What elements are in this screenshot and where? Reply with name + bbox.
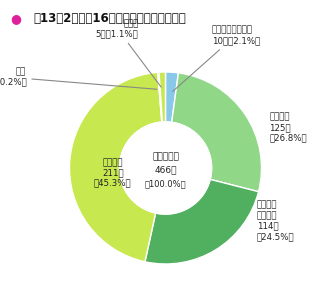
Wedge shape <box>172 73 261 192</box>
Text: 466人: 466人 <box>154 165 177 175</box>
Text: 学校
1人（0.2%）: 学校 1人（0.2%） <box>0 67 157 89</box>
Text: （100.0%）: （100.0%） <box>145 179 186 188</box>
Text: 派遣者総数: 派遣者総数 <box>152 152 179 161</box>
Wedge shape <box>159 72 166 122</box>
Text: ●: ● <box>10 12 21 25</box>
Wedge shape <box>70 72 162 262</box>
Text: その他の
国際機関
114人
（24.5%）: その他の 国際機関 114人 （24.5%） <box>257 201 294 241</box>
Wedge shape <box>145 179 259 264</box>
Circle shape <box>119 122 212 214</box>
Wedge shape <box>158 72 163 122</box>
Text: 図13－2　平成16年度末派遣先機関別状況: 図13－2 平成16年度末派遣先機関別状況 <box>33 12 186 25</box>
Text: 研究所
5人（1.1%）: 研究所 5人（1.1%） <box>96 19 161 87</box>
Text: 指令で定める機関
10人（2.1%）: 指令で定める機関 10人（2.1%） <box>173 26 260 92</box>
Text: 外国政府
211人
（45.3%）: 外国政府 211人 （45.3%） <box>94 158 131 188</box>
Text: 国際連合
125人
（26.8%）: 国際連合 125人 （26.8%） <box>269 113 307 143</box>
Wedge shape <box>166 72 178 122</box>
